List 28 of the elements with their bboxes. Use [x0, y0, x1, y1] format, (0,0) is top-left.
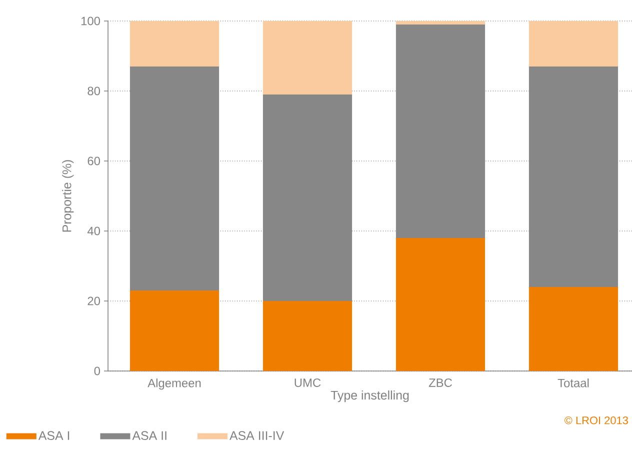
bar — [130, 20, 220, 66]
y-tick-label: 0 — [94, 366, 100, 376]
bar — [130, 290, 220, 371]
bar — [262, 300, 352, 371]
bar — [396, 20, 486, 24]
bar — [130, 66, 220, 290]
bar — [396, 24, 486, 238]
x-axis-title: Type instelling — [330, 390, 409, 402]
bar — [262, 94, 352, 301]
y-axis-title: Proportie (%) — [62, 160, 74, 232]
legend-label: ASA III-IV — [230, 431, 284, 440]
y-tick-label: 40 — [87, 226, 100, 236]
legend-label: ASA II — [132, 431, 166, 440]
bar — [528, 66, 618, 287]
bar — [528, 20, 618, 66]
y-tick-label: 60 — [88, 156, 100, 166]
bar — [528, 286, 618, 371]
x-tick-label: ZBC — [428, 378, 452, 387]
x-tick-label: Totaal — [558, 378, 589, 388]
y-tick-label: 80 — [88, 86, 100, 96]
y-tick-label: 100 — [81, 16, 100, 26]
x-tick-label: UMC — [294, 378, 321, 387]
bar — [396, 238, 486, 371]
x-tick-label: Algemeen — [148, 378, 201, 390]
legend-label: ASA I — [38, 431, 70, 440]
bar — [262, 20, 352, 94]
text: © LROI 2013 — [564, 416, 628, 424]
y-tick-label: 20 — [88, 296, 100, 306]
